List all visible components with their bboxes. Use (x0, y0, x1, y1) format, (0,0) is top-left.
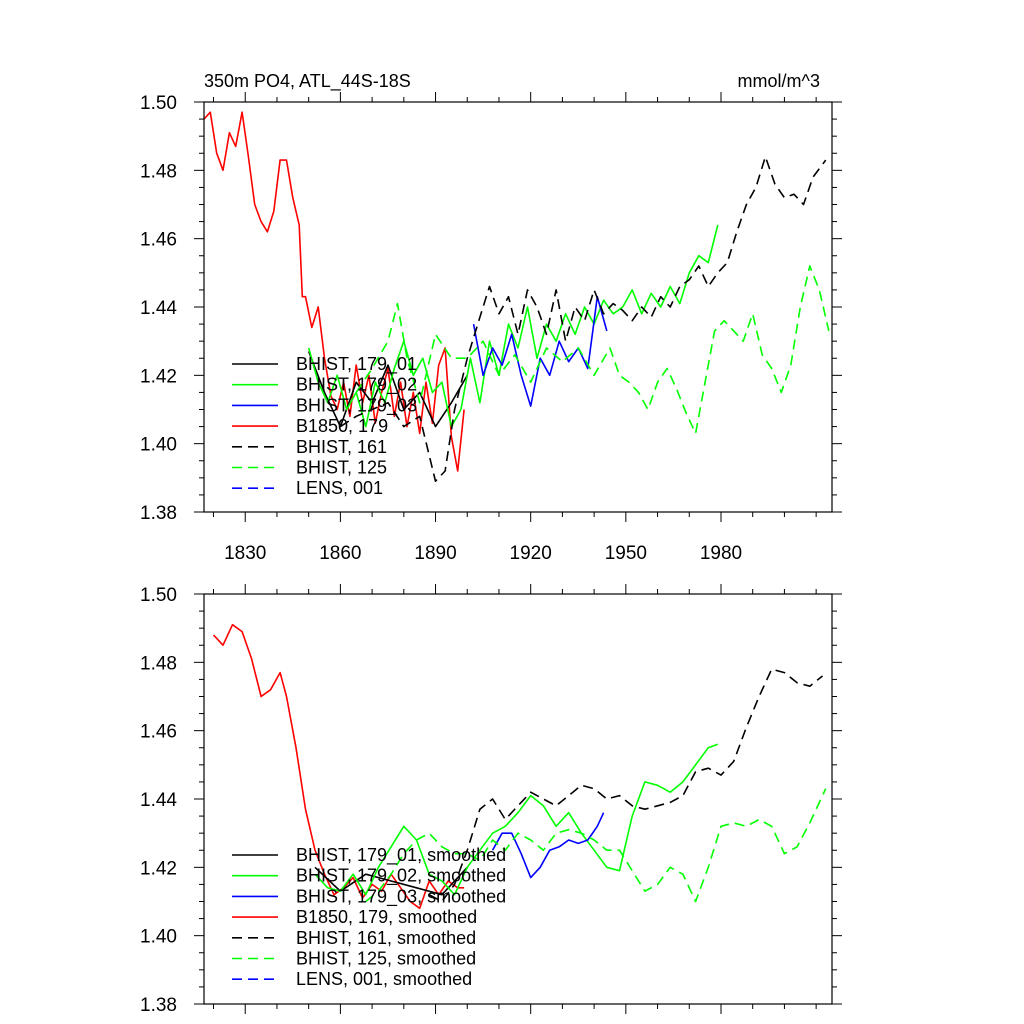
plot-area (203, 111, 830, 482)
x-tick-label: 1980 (700, 543, 742, 564)
legend-label: LENS, 001 (296, 478, 383, 498)
bottom-panel: 1.38 1.40 1.42 1.44 1.46 1.48 1.50 BHIST, 179_0… (140, 584, 842, 1016)
legend-label: BHIST, 179_01, smoothed (296, 845, 506, 866)
legend-label: BHIST, 179_03 (296, 395, 417, 416)
y-tick-label: 1.44 (140, 790, 177, 811)
y-tick-label: 1.50 (140, 585, 177, 606)
series-line-bhist-161 (339, 155, 827, 482)
legend-label: BHIST, 125, smoothed (296, 949, 476, 969)
top-panel: 350m PO4, ATL_44S-18S mmol/m^3 1.38 1.40 1… (140, 71, 842, 564)
legend-label: BHIST, 179_01 (296, 354, 417, 375)
legend-label: BHIST, 161, smoothed (296, 928, 476, 948)
x-tick-label: 1950 (605, 543, 647, 564)
y-tick-label: 1.46 (140, 722, 177, 743)
series-line-bhist-179-02 (307, 224, 719, 428)
series-line-bhist-125-smoothed (365, 788, 827, 903)
legend-label: LENS, 001, smoothed (296, 969, 472, 989)
legend-label: BHIST, 125 (296, 458, 387, 478)
y-tick-label: 1.42 (140, 858, 177, 879)
legend-label: BHIST, 179_02 (296, 375, 417, 396)
plot-area (212, 623, 827, 910)
series-line-bhist-179-02-smoothed (314, 743, 719, 896)
legend-label: BHIST, 161 (296, 437, 387, 457)
y-tick-label: 1.48 (140, 161, 177, 182)
series-line-bhist-125 (355, 265, 830, 435)
y-tick-label: 1.50 (140, 93, 177, 114)
legend-label: B1850, 179, smoothed (296, 907, 477, 927)
x-tick-label: 1890 (414, 543, 456, 564)
y-tick-label: 1.48 (140, 653, 177, 674)
y-tick-label: 1.38 (140, 503, 177, 524)
y-tick-label: 1.44 (140, 298, 177, 319)
series-line-bhist-179-03 (472, 295, 608, 407)
panel-title: 350m PO4, ATL_44S-18S (204, 71, 411, 92)
x-tick-label: 1920 (510, 543, 552, 564)
legend-label: B1850, 179 (296, 416, 388, 436)
y-tick-label: 1.42 (140, 366, 177, 387)
legend-label: BHIST, 179_02, smoothed (296, 866, 506, 887)
y-tick-label: 1.40 (140, 435, 177, 456)
panel-units: mmol/m^3 (738, 71, 820, 91)
series-line-bhist-161-smoothed (428, 668, 824, 903)
legend-label: BHIST, 179_03, smoothed (296, 886, 506, 907)
x-tick-label: 1830 (224, 543, 266, 564)
y-tick-label: 1.46 (140, 230, 177, 251)
series-line-bhist-179-03-smoothed (491, 812, 605, 879)
y-tick-label: 1.40 (140, 927, 177, 948)
series-line-bhist-179-01 (307, 351, 468, 428)
y-tick-label: 1.38 (140, 995, 177, 1016)
x-tick-label: 1860 (319, 543, 361, 564)
